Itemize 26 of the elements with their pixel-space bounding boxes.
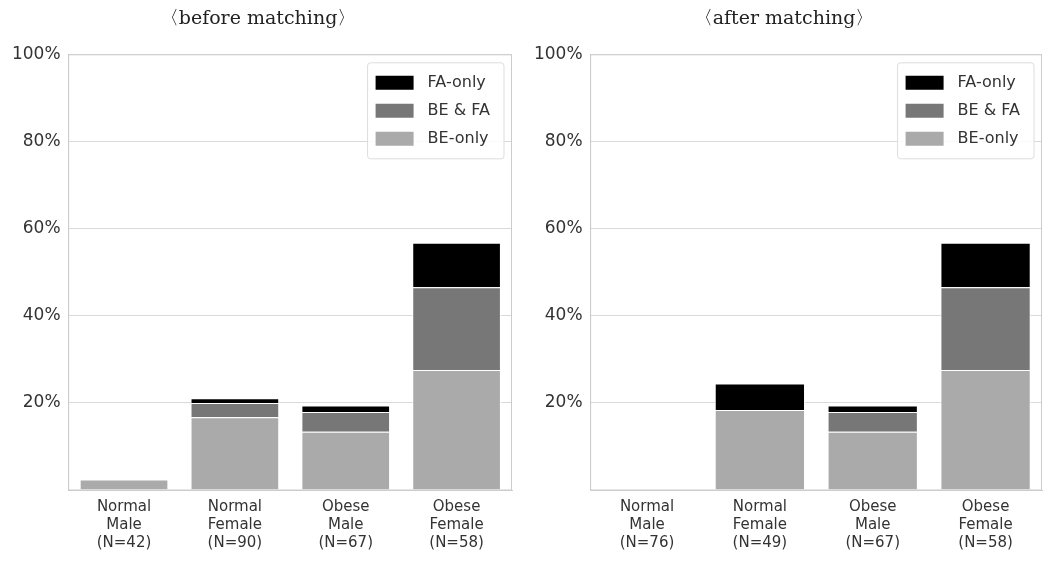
y-tick-label: 20%: [544, 391, 583, 412]
legend-label: FA-only: [957, 71, 1016, 91]
y-tick-label: 60%: [544, 217, 583, 238]
chart-title: 〈before matching〉: [159, 6, 357, 29]
y-tick-label: 40%: [544, 304, 583, 325]
x-tick-label: Normal Female (N=90): [207, 496, 263, 551]
legend-label: FA-only: [427, 71, 486, 91]
y-tick-label: 80%: [544, 130, 583, 151]
x-tick-label: Obese Female (N=58): [958, 496, 1013, 551]
x-tick-label: Obese Male (N=67): [318, 496, 374, 551]
y-tick-label: 80%: [22, 130, 61, 151]
legend-label: BE-only: [957, 127, 1019, 147]
legend-label: BE & FA: [957, 99, 1021, 119]
y-tick-label: 100%: [11, 43, 61, 64]
x-tick-label: Obese Male (N=67): [845, 496, 901, 551]
x-tick-label: Normal Male (N=76): [619, 496, 675, 551]
legend-label: BE & FA: [427, 99, 491, 119]
legend-label: BE-only: [427, 127, 489, 147]
y-tick-label: 20%: [22, 391, 61, 412]
x-tick-label: Normal Female (N=49): [732, 496, 788, 551]
y-tick-label: 100%: [533, 43, 583, 64]
x-tick-label: Obese Female (N=58): [429, 496, 484, 551]
y-tick-label: 60%: [22, 217, 61, 238]
y-tick-label: 40%: [22, 304, 61, 325]
chart-title: 〈after matching〉: [693, 6, 875, 29]
x-tick-label: Normal Male (N=42): [96, 496, 152, 551]
